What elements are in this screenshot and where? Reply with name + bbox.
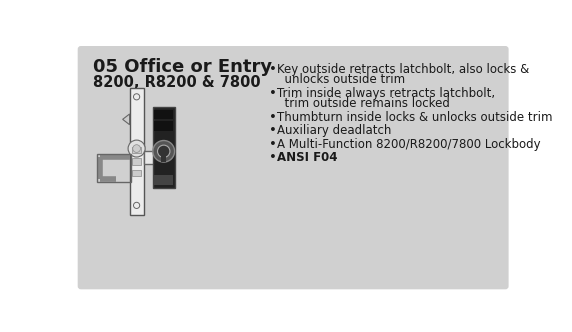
Bar [130,88,144,214]
Bar [132,170,141,176]
Bar [153,107,174,188]
FancyBboxPatch shape [78,46,509,289]
Text: •: • [269,138,277,151]
Circle shape [133,145,141,152]
Text: Trim inside always retracts latchbolt,: Trim inside always retracts latchbolt, [277,87,495,100]
Bar [144,151,170,164]
Text: •: • [269,87,277,100]
Text: •: • [269,111,277,124]
Bar [154,175,173,185]
Text: Thumbturn inside locks & unlocks outside trim: Thumbturn inside locks & unlocks outside… [277,111,553,124]
Polygon shape [122,114,130,125]
Text: •: • [269,124,277,137]
Text: •: • [269,151,277,164]
Bar [132,158,141,165]
Bar [132,147,141,153]
Circle shape [128,140,145,157]
Bar [154,110,173,119]
Text: Auxiliary deadlatch: Auxiliary deadlatch [277,124,391,137]
Text: A Multi-Function 8200/R8200/7800 Lockbody: A Multi-Function 8200/R8200/7800 Lockbod… [277,138,541,151]
Bar [154,122,173,131]
Text: ANSI F04: ANSI F04 [277,151,337,164]
Bar [161,154,166,162]
Circle shape [133,94,140,100]
Circle shape [157,145,170,157]
Text: 05 Office or Entry: 05 Office or Entry [93,58,272,76]
Circle shape [133,202,140,208]
Text: trim outside remains locked: trim outside remains locked [277,97,450,110]
Bar [97,154,131,182]
Text: unlocks outside trim: unlocks outside trim [277,73,405,86]
Text: 8200, R8200 & 7800: 8200, R8200 & 7800 [93,75,261,90]
Text: Key outside retracts latchbolt, also locks &: Key outside retracts latchbolt, also loc… [277,63,529,76]
Text: •: • [269,63,277,76]
Circle shape [153,140,174,162]
